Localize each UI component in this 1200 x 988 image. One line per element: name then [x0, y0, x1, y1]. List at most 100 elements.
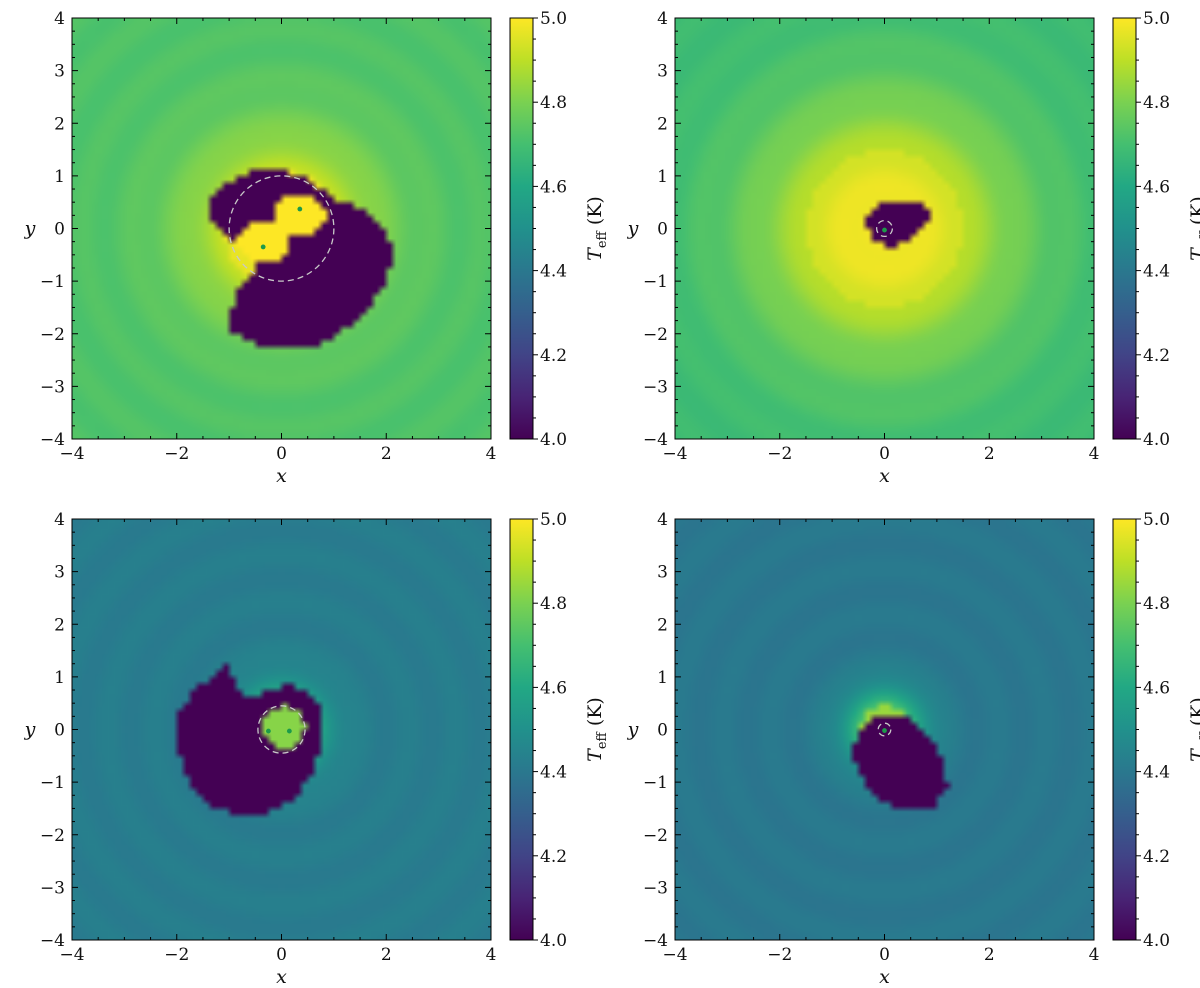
panels: −4 −2 0 2 4 −4 −3 −2 −1 0 1 2 3 4 x y 4.0 4.2 4.4 4.6 4.8 5.0…: [24, 9, 1200, 988]
colorbar-label: Teff (K): [1187, 196, 1200, 261]
colorbar-tick-label: 4.8: [540, 93, 567, 113]
colorbar-tick-label: 4.2: [540, 346, 567, 366]
panel-bottom-left: −4 −2 0 2 4 −4 −3 −2 −1 0 1 2 3 4 x y 4.0 4.2 4.4 4.6 4.8 5.0…: [24, 510, 610, 988]
panel-bottom-right: −4 −2 0 2 4 −4 −3 −2 −1 0 1 2 3 4 x y 4.0 4.2 4.4 4.6 4.8 5.0…: [627, 510, 1200, 988]
y-tick-label: 4: [657, 510, 668, 530]
y-tick-label: −1: [643, 272, 668, 292]
colorbar-label: Teff (K): [1187, 697, 1200, 762]
heatmap-image: [72, 18, 491, 439]
colorbar-tick-label: 4.8: [1143, 93, 1170, 113]
y-tick-label: 1: [657, 167, 668, 187]
x-tick-label: −4: [59, 945, 84, 965]
colorbar-tick-label: 4.4: [540, 262, 567, 282]
y-tick-label: −2: [643, 325, 668, 345]
x-tick-label: −2: [767, 945, 792, 965]
y-tick-label: −4: [643, 931, 668, 951]
x-axis-label: x: [879, 465, 890, 487]
y-tick-label: −2: [40, 826, 65, 846]
colorbar-tick-label: 4.0: [1143, 430, 1170, 450]
y-tick-label: 2: [657, 114, 668, 134]
x-tick-label: 0: [879, 945, 890, 965]
colorbar-tick-label: 4.2: [540, 847, 567, 867]
y-tick-label: 3: [657, 62, 668, 82]
panel-top-right: −4 −2 0 2 4 −4 −3 −2 −1 0 1 2 3 4 x y 4.0 4.2 4.4 4.6 4.8 5.0…: [627, 9, 1200, 487]
y-tick-label: −4: [643, 430, 668, 450]
star-marker: [260, 244, 266, 250]
y-tick-label: −2: [643, 826, 668, 846]
colorbar-label: Teff (K): [584, 196, 610, 261]
colorbar-tick-label: 5.0: [540, 510, 567, 530]
guide-circle: [228, 175, 335, 282]
star-marker: [297, 206, 303, 212]
x-tick-label: 2: [984, 945, 995, 965]
x-axis-label: x: [276, 465, 287, 487]
colorbar-tick-label: 4.8: [540, 594, 567, 614]
guide-circle: [875, 219, 894, 238]
y-axis-label: y: [627, 218, 639, 240]
colorbar: [509, 518, 534, 941]
y-tick-label: 2: [657, 615, 668, 635]
x-tick-label: 0: [276, 444, 287, 464]
colorbar: [509, 17, 534, 440]
x-tick-label: 2: [984, 444, 995, 464]
colorbar-tick-label: 5.0: [1143, 9, 1170, 29]
y-tick-label: 0: [657, 220, 668, 240]
colorbar-tick-label: 4.0: [540, 931, 567, 951]
colorbar-tick-label: 4.2: [1143, 346, 1170, 366]
star-marker: [882, 728, 887, 733]
y-tick-label: 1: [657, 668, 668, 688]
colorbar-tick-label: 4.4: [1143, 763, 1170, 783]
y-tick-label: 1: [54, 167, 65, 187]
x-tick-label: −2: [164, 444, 189, 464]
x-tick-label: 2: [381, 444, 392, 464]
x-tick-label: 4: [486, 444, 497, 464]
colorbar-tick-label: 4.6: [540, 177, 567, 197]
y-tick-label: −1: [643, 773, 668, 793]
guide-circle: [257, 705, 306, 754]
y-axis-label: y: [24, 719, 36, 741]
x-tick-label: 4: [486, 945, 497, 965]
y-tick-label: −3: [643, 878, 668, 898]
y-tick-label: 0: [54, 721, 65, 741]
colorbar-tick-label: 4.6: [1143, 177, 1170, 197]
x-tick-label: −2: [767, 444, 792, 464]
y-tick-label: −2: [40, 325, 65, 345]
colorbar-tick-label: 5.0: [1143, 510, 1170, 530]
y-tick-label: 0: [657, 721, 668, 741]
x-tick-label: 4: [1089, 945, 1100, 965]
y-tick-label: −3: [40, 878, 65, 898]
heatmap-image: [72, 519, 491, 940]
y-tick-label: −4: [40, 931, 65, 951]
x-tick-label: 0: [276, 945, 287, 965]
colorbar: [1112, 518, 1137, 941]
colorbar-tick-label: 5.0: [540, 9, 567, 29]
colorbar: [1112, 17, 1137, 440]
x-tick-label: −4: [59, 444, 84, 464]
y-axis-label: y: [24, 218, 36, 240]
colorbar-tick-label: 4.0: [540, 430, 567, 450]
colorbar-tick-label: 4.6: [540, 678, 567, 698]
y-axis-label: y: [627, 719, 639, 741]
star-marker: [286, 728, 292, 734]
x-tick-label: −4: [662, 945, 687, 965]
y-tick-label: 3: [54, 62, 65, 82]
x-tick-label: −4: [662, 444, 687, 464]
colorbar-tick-label: 4.6: [1143, 678, 1170, 698]
guide-circle: [877, 722, 892, 737]
y-tick-label: 3: [54, 563, 65, 583]
y-tick-label: 2: [54, 615, 65, 635]
colorbar-tick-label: 4.4: [1143, 262, 1170, 282]
y-tick-label: 4: [54, 510, 65, 530]
colorbar-label: Teff (K): [584, 697, 610, 762]
x-axis-label: x: [276, 966, 287, 988]
y-tick-label: −1: [40, 272, 65, 292]
x-tick-label: 4: [1089, 444, 1100, 464]
x-axis-label: x: [879, 966, 890, 988]
y-tick-label: −3: [643, 377, 668, 397]
x-tick-label: −2: [164, 945, 189, 965]
x-tick-label: 0: [879, 444, 890, 464]
colorbar-tick-label: 4.8: [1143, 594, 1170, 614]
panel-top-left: −4 −2 0 2 4 −4 −3 −2 −1 0 1 2 3 4 x y 4.0 4.2 4.4 4.6 4.8 5.0…: [24, 9, 610, 487]
y-tick-label: −1: [40, 773, 65, 793]
